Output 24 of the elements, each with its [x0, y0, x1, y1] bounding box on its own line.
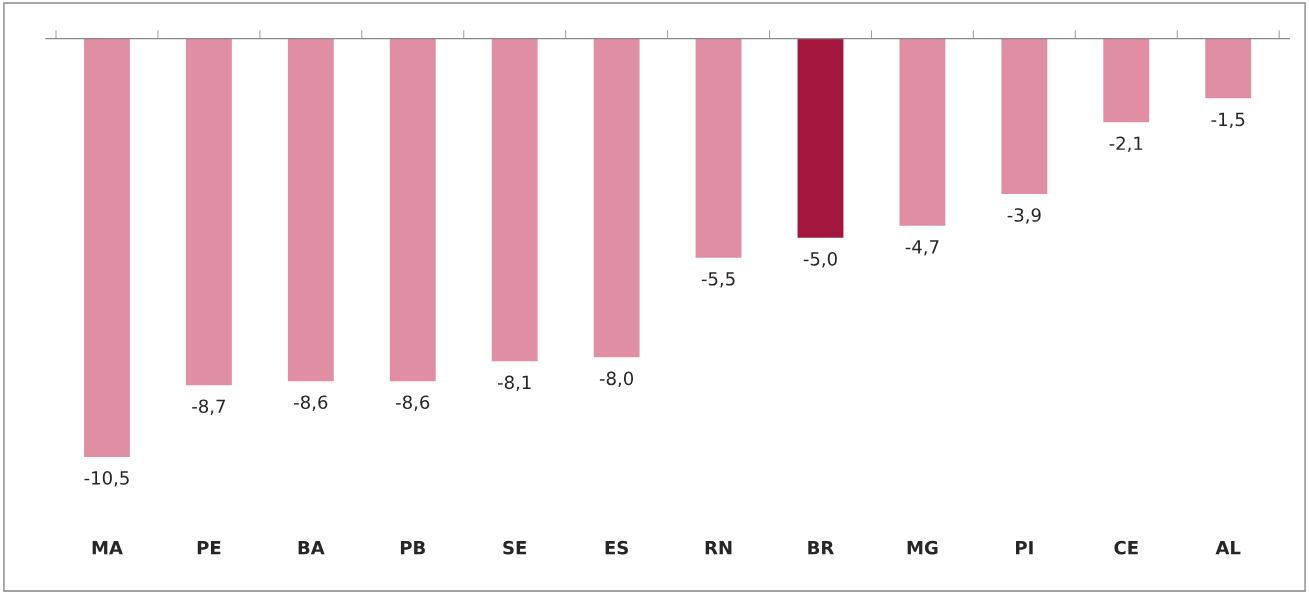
data-label: -8,6 — [396, 395, 430, 411]
x-tick-label: CE — [1114, 540, 1138, 555]
data-label: -10,5 — [84, 471, 129, 487]
data-label: -1,5 — [1211, 112, 1245, 129]
data-label: -2,1 — [1109, 136, 1143, 152]
data-label: -8,6 — [294, 395, 328, 411]
x-tick-label: BR — [808, 541, 834, 555]
x-tick-label: ES — [605, 540, 628, 555]
x-tick-label: PB — [400, 541, 425, 555]
x-tick-label: MA — [92, 541, 123, 555]
x-tick-label: BA — [298, 541, 325, 555]
data-label: -8,0 — [599, 371, 634, 387]
x-tick-label: RN — [705, 541, 732, 555]
data-label: -5,0 — [803, 252, 837, 268]
x-tick-label: PE — [197, 541, 221, 555]
data-label: -3,9 — [1007, 208, 1041, 224]
data-label: -5,5 — [701, 272, 735, 288]
data-label: -8,7 — [192, 399, 225, 415]
data-label: -4,7 — [905, 240, 939, 256]
x-tick-label: MG — [907, 540, 938, 555]
x-tick-label: SE — [503, 540, 527, 555]
data-label: -8,1 — [497, 375, 531, 391]
x-tick-label: PI — [1016, 541, 1033, 555]
x-tick-label: AL — [1215, 541, 1241, 555]
